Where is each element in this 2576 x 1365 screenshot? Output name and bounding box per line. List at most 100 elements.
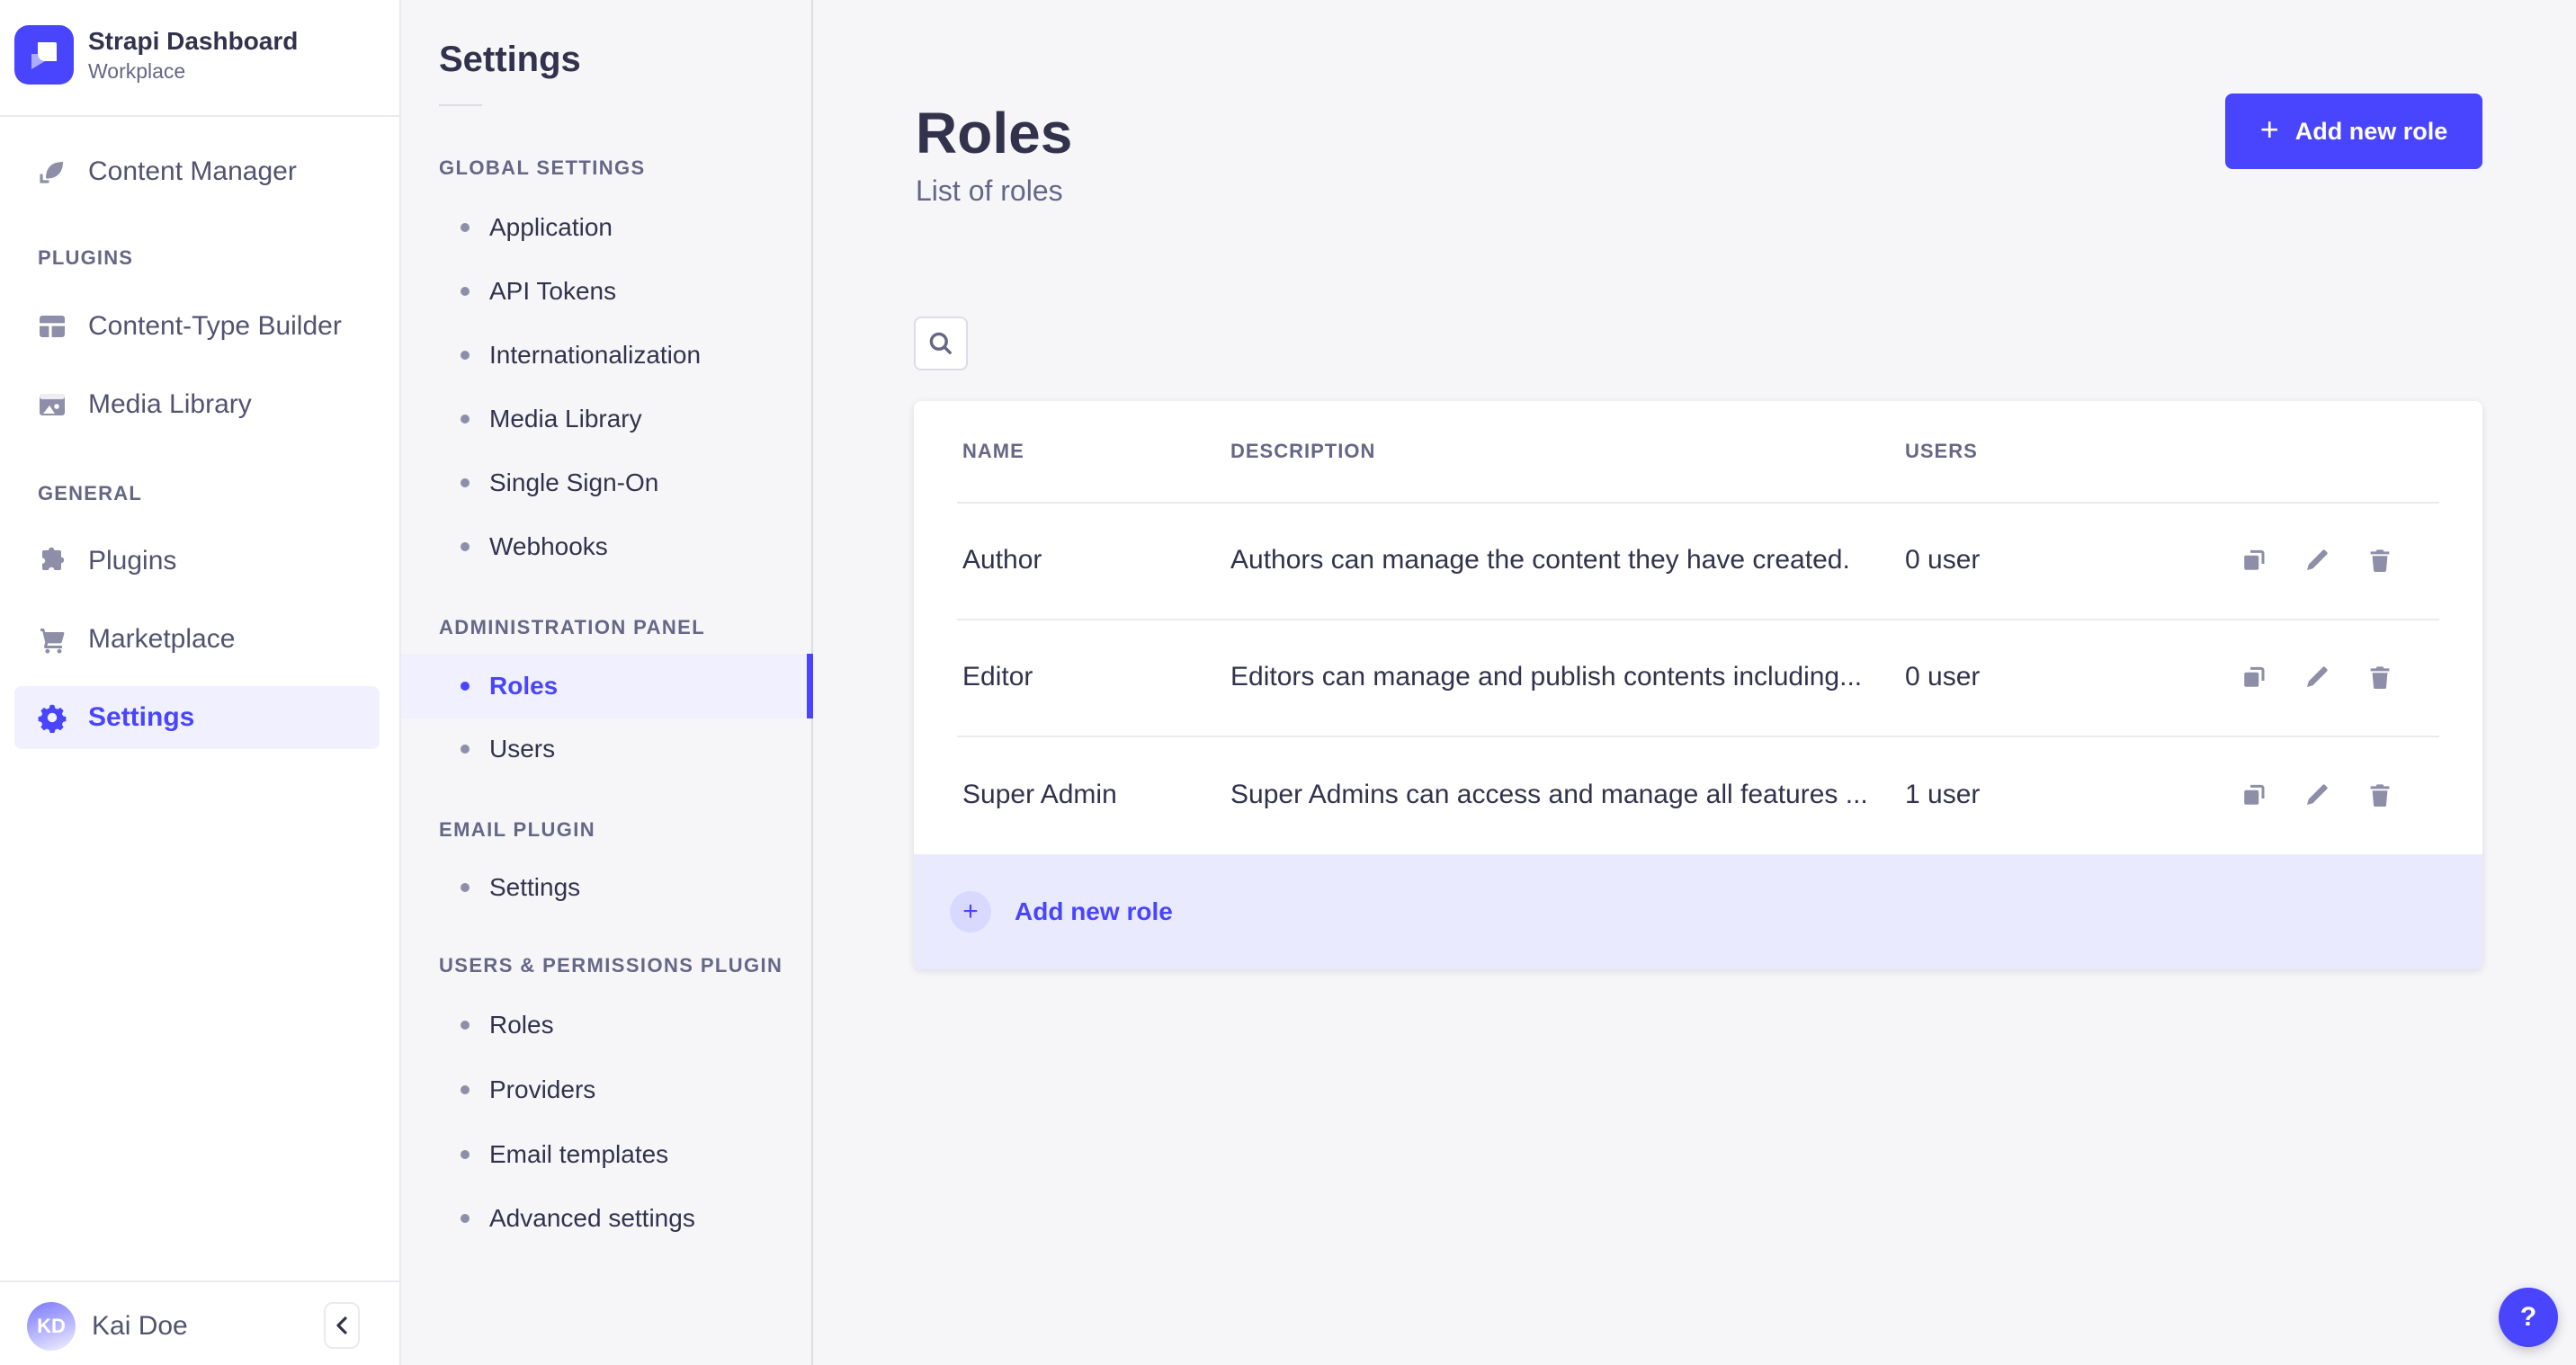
main-content: Roles List of roles + Add new role NAME … bbox=[813, 0, 2576, 1365]
subnav-item-application[interactable]: Application bbox=[401, 206, 813, 249]
edit-role-button[interactable] bbox=[2295, 539, 2339, 582]
feather-pen-icon bbox=[36, 156, 68, 188]
bullet-icon bbox=[461, 1214, 470, 1223]
role-name: Author bbox=[962, 545, 1042, 575]
table-header-row: NAME DESCRIPTION USERS bbox=[914, 401, 2482, 502]
add-new-role-label: Add new role bbox=[2294, 117, 2448, 145]
subnav-item-email-templates[interactable]: Email templates bbox=[401, 1133, 813, 1176]
table-row-author[interactable]: Author Authors can manage the content th… bbox=[914, 502, 2482, 619]
shopping-cart-icon bbox=[36, 623, 68, 656]
subnav-item-media-library[interactable]: Media Library bbox=[401, 397, 813, 441]
page-title: Roles bbox=[916, 101, 1073, 165]
delete-role-button[interactable] bbox=[2358, 773, 2402, 816]
role-users-count: 1 user bbox=[1905, 780, 1981, 809]
subnav-item-single-sign-on[interactable]: Single Sign-On bbox=[401, 461, 813, 504]
subnav-item-providers[interactable]: Providers bbox=[401, 1068, 813, 1111]
add-new-role-button[interactable]: + Add new role bbox=[2225, 94, 2482, 169]
bullet-icon bbox=[461, 883, 470, 892]
sidebar-item-label: Settings bbox=[88, 702, 195, 732]
duplicate-role-button[interactable] bbox=[2232, 773, 2276, 816]
role-name: Super Admin bbox=[962, 780, 1117, 809]
table-row-super-admin[interactable]: Super Admin Super Admins can access and … bbox=[914, 736, 2482, 854]
role-users-count: 0 user bbox=[1905, 545, 1981, 575]
sidebar-section-plugins: PLUGINS bbox=[38, 246, 134, 269]
puzzle-icon bbox=[36, 545, 68, 577]
column-header-users: USERS bbox=[1905, 440, 1978, 462]
sidebar-item-label: Marketplace bbox=[88, 624, 236, 654]
page-subtitle: List of roles bbox=[916, 174, 1063, 207]
user-avatar[interactable]: KD bbox=[27, 1302, 76, 1351]
app-title: Strapi Dashboard bbox=[88, 27, 299, 55]
roles-table: NAME DESCRIPTION USERS Author Authors ca… bbox=[914, 401, 2482, 969]
bullet-icon bbox=[461, 351, 470, 360]
divider bbox=[0, 115, 399, 117]
bullet-icon bbox=[461, 745, 470, 754]
subnav-item-email-settings[interactable]: Settings bbox=[401, 866, 813, 909]
help-button[interactable]: ? bbox=[2499, 1288, 2558, 1347]
sidebar-item-label: Plugins bbox=[88, 546, 177, 575]
layout-grid-icon bbox=[36, 310, 68, 343]
bullet-icon bbox=[461, 223, 470, 232]
search-button[interactable] bbox=[914, 317, 968, 370]
subnav-item-roles-active[interactable]: Roles bbox=[401, 654, 813, 718]
user-name: Kai Doe bbox=[92, 1311, 188, 1341]
subnav-section-global-settings: GLOBAL SETTINGS bbox=[439, 156, 646, 179]
bullet-icon bbox=[461, 1150, 470, 1159]
delete-role-button[interactable] bbox=[2358, 656, 2402, 699]
plus-icon: + bbox=[2259, 111, 2279, 147]
bullet-icon bbox=[461, 1021, 470, 1030]
bullet-icon bbox=[461, 415, 470, 424]
subnav-item-advanced-settings[interactable]: Advanced settings bbox=[401, 1197, 813, 1240]
role-name: Editor bbox=[962, 662, 1033, 691]
strapi-logo[interactable] bbox=[14, 25, 74, 85]
duplicate-role-button[interactable] bbox=[2232, 656, 2276, 699]
bullet-icon bbox=[461, 1085, 470, 1094]
sidebar-item-content-type-builder[interactable]: Content-Type Builder bbox=[0, 299, 401, 353]
active-indicator bbox=[807, 654, 813, 718]
role-description: Super Admins can access and manage all f… bbox=[1230, 780, 1868, 809]
divider bbox=[0, 1280, 399, 1282]
row-actions bbox=[2232, 773, 2402, 816]
search-icon bbox=[927, 330, 954, 357]
sidebar-section-general: GENERAL bbox=[38, 482, 142, 504]
sidebar-item-label: Content-Type Builder bbox=[88, 311, 342, 341]
row-actions bbox=[2232, 656, 2402, 699]
bullet-icon bbox=[461, 478, 470, 487]
bullet-icon bbox=[461, 287, 470, 296]
edit-role-button[interactable] bbox=[2295, 656, 2339, 699]
row-actions bbox=[2232, 539, 2402, 582]
column-header-description: DESCRIPTION bbox=[1230, 440, 1376, 462]
sidebar-item-settings[interactable]: Settings bbox=[14, 686, 380, 749]
subnav-item-webhooks[interactable]: Webhooks bbox=[401, 525, 813, 568]
gear-icon bbox=[36, 701, 68, 734]
subnav-section-administration-panel: ADMINISTRATION PANEL bbox=[439, 616, 706, 638]
sidebar-item-label: Content Manager bbox=[88, 156, 297, 186]
subnav-item-users[interactable]: Users bbox=[401, 727, 813, 771]
column-header-name: NAME bbox=[962, 440, 1024, 462]
sidebar-item-label: Media Library bbox=[88, 389, 252, 419]
subnav-item-api-tokens[interactable]: API Tokens bbox=[401, 270, 813, 313]
delete-role-button[interactable] bbox=[2358, 539, 2402, 582]
sidebar-item-marketplace[interactable]: Marketplace bbox=[0, 612, 401, 666]
workspace-label: Workplace bbox=[88, 59, 186, 83]
main-sidebar: Strapi Dashboard Workplace Content Manag… bbox=[0, 0, 401, 1365]
divider bbox=[439, 104, 482, 106]
subnav-section-email-plugin: EMAIL PLUGIN bbox=[439, 818, 596, 841]
role-description: Editors can manage and publish contents … bbox=[1230, 662, 1863, 691]
collapse-sidebar-button[interactable] bbox=[324, 1302, 360, 1349]
table-row-editor[interactable]: Editor Editors can manage and publish co… bbox=[914, 619, 2482, 736]
sidebar-item-content-manager[interactable]: Content Manager bbox=[0, 145, 401, 199]
bullet-icon bbox=[461, 682, 470, 691]
sidebar-item-media-library[interactable]: Media Library bbox=[0, 378, 401, 432]
edit-role-button[interactable] bbox=[2295, 773, 2339, 816]
sidebar-item-plugins[interactable]: Plugins bbox=[0, 534, 401, 588]
subnav-title: Settings bbox=[439, 40, 581, 79]
role-description: Authors can manage the content they have… bbox=[1230, 545, 1850, 575]
subnav-item-internationalization[interactable]: Internationalization bbox=[401, 334, 813, 377]
picture-icon bbox=[36, 388, 68, 421]
subnav-section-users-permissions: USERS & PERMISSIONS PLUGIN bbox=[439, 954, 783, 977]
table-footer-add-role[interactable]: + Add new role bbox=[914, 854, 2482, 969]
subnav-item-up-roles[interactable]: Roles bbox=[401, 1004, 813, 1047]
bullet-icon bbox=[461, 542, 470, 551]
duplicate-role-button[interactable] bbox=[2232, 539, 2276, 582]
